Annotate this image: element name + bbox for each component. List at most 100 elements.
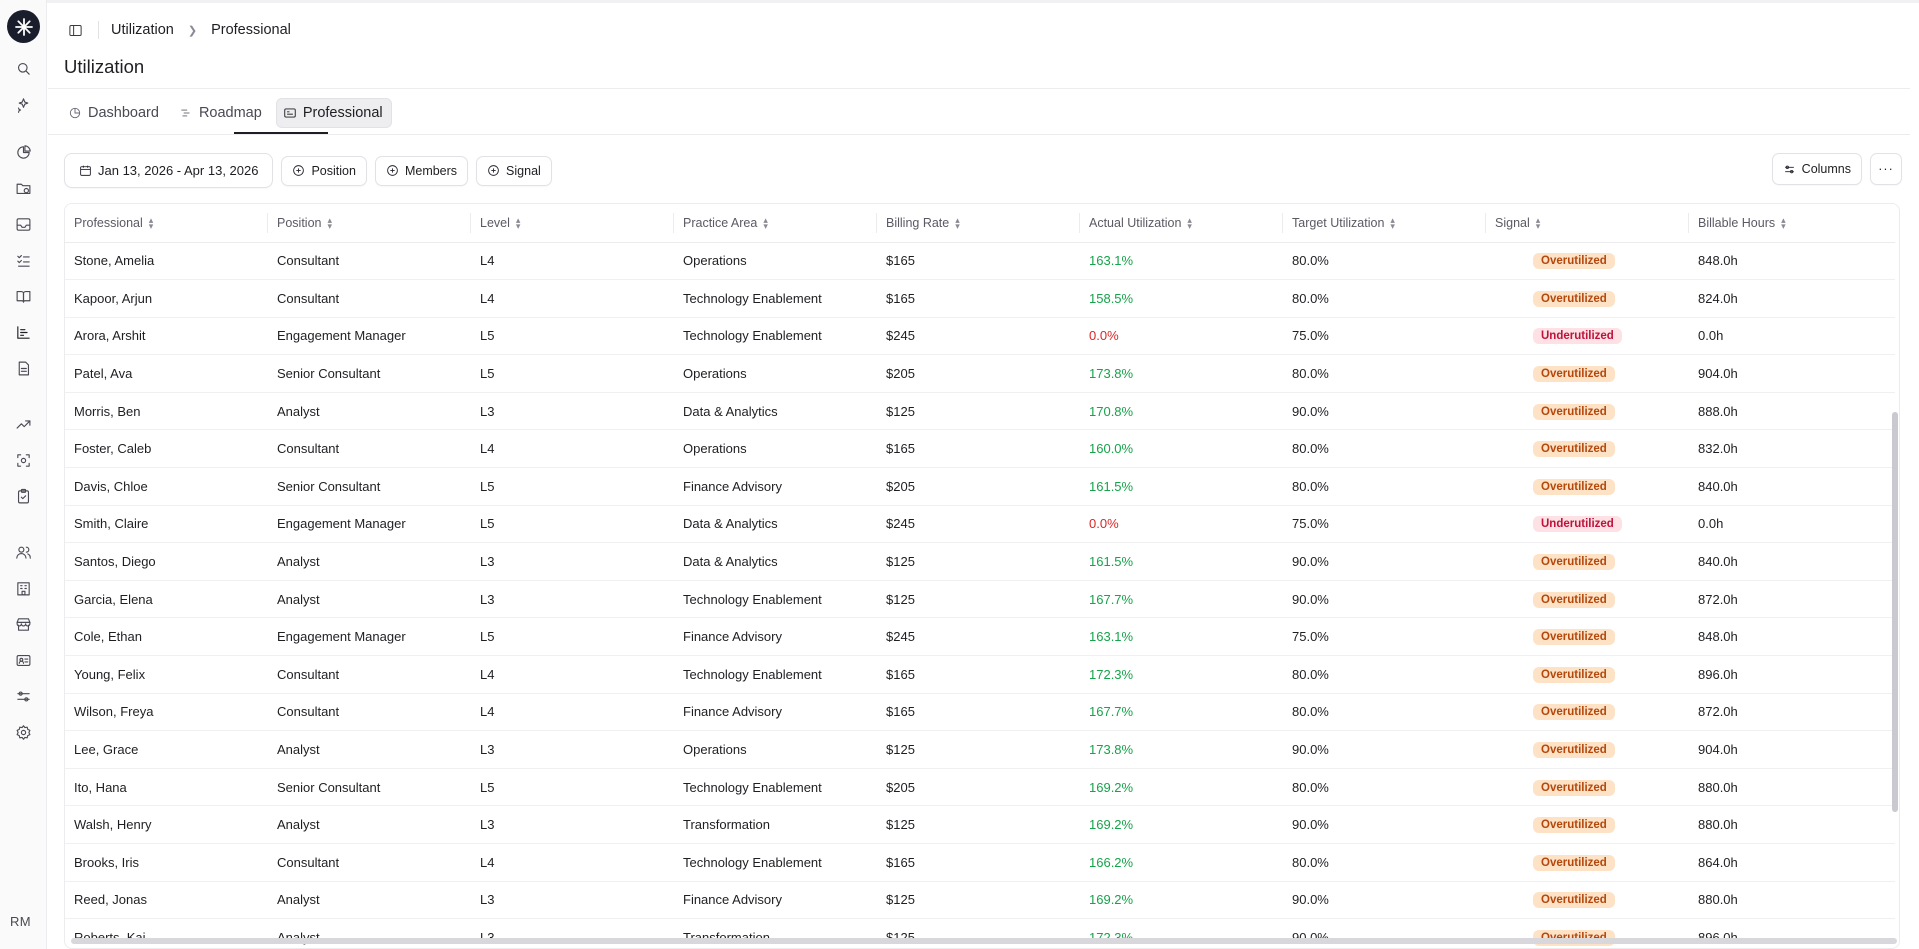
sort-icon[interactable]: ▴ ▾ — [148, 215, 154, 232]
table-row[interactable]: Foster, Caleb Consultant L4 Operations $165 1… — [65, 429, 1895, 469]
building-icon[interactable] — [12, 577, 34, 599]
horizontal-scrollbar[interactable] — [71, 938, 1897, 944]
table-cell: Walsh, Henry — [65, 805, 268, 844]
table-cell: Overutilized — [1486, 542, 1689, 581]
sort-icon[interactable]: ▴ ▾ — [327, 215, 333, 232]
table-cell: Overutilized — [1486, 693, 1689, 732]
column-header-label: Actual Utilization — [1089, 215, 1182, 230]
folder-clock-icon[interactable] — [12, 177, 34, 199]
table-row[interactable]: Reed, Jonas Analyst L3 Finance Advisory $125… — [65, 881, 1895, 920]
column-header[interactable]: Target Utilization ▴ ▾ — [1283, 204, 1486, 243]
table-cell: Overutilized — [1486, 279, 1689, 318]
table-row[interactable]: Lee, Grace Analyst L3 Operations $125 173.8% 9… — [65, 730, 1895, 769]
table-row[interactable]: Roberts, KaiAnalystL3Transformation$1251… — [65, 918, 1895, 948]
table-row[interactable]: Stone, Amelia Consultant L4 Operations $165 1… — [65, 242, 1895, 281]
column-header[interactable]: Billable Hours ▴ ▾ — [1689, 204, 1895, 243]
clipboard-check-icon[interactable] — [12, 485, 34, 507]
columns-button[interactable]: Columns — [1771, 153, 1862, 185]
scan-icon[interactable] — [12, 449, 34, 471]
table-row[interactable]: Garcia, Elena Analyst L3 Technology Enablem… — [65, 580, 1895, 619]
filter-position-button[interactable]: Position — [281, 155, 367, 186]
filter-toolbar: Jan 13, 2026 - Apr 13, 2026 Position Mem… — [64, 153, 552, 188]
table-row[interactable]: Cole, Ethan Engagement Manager L5 Finance A… — [65, 617, 1895, 657]
table-row[interactable]: Morris, Ben Analyst L3 Data & Analytics $125… — [65, 392, 1895, 431]
date-range-picker[interactable]: Jan 13, 2026 - Apr 13, 2026 — [64, 153, 274, 188]
sparkle-icon[interactable] — [12, 93, 34, 115]
table-row[interactable]: Ito, Hana Senior Consultant L5 Technology E… — [65, 768, 1895, 807]
document-icon[interactable] — [12, 357, 34, 379]
bar-chart-icon[interactable] — [12, 321, 34, 343]
table-row[interactable]: Santos, Diego Analyst L3 Data & Analytics $1… — [65, 542, 1895, 581]
table-cell: $165 — [877, 242, 1080, 281]
table-cell: 80.0% — [1283, 279, 1486, 318]
sort-icon[interactable]: ▴ ▾ — [1390, 215, 1395, 232]
trending-up-icon[interactable] — [12, 413, 34, 435]
pie-chart-icon[interactable] — [12, 141, 34, 163]
table-row[interactable]: Young, Felix Consultant L4 Technology Enabl… — [65, 655, 1895, 694]
checklist-icon[interactable] — [12, 249, 34, 271]
column-header[interactable]: Position ▴ ▾ — [268, 204, 471, 243]
app-logo[interactable] — [7, 10, 40, 43]
table-cell: 832.0h — [1689, 429, 1895, 469]
table-cell: Overutilized — [1486, 580, 1689, 619]
table-row[interactable]: Arora, Arshit Engagement Manager L5 Technol… — [65, 317, 1895, 356]
sort-icon[interactable]: ▴ ▾ — [1781, 215, 1786, 232]
column-header[interactable]: Billing Rate ▴ ▾ — [877, 204, 1080, 243]
sort-icon[interactable]: ▴ ▾ — [515, 215, 521, 232]
filter-signal-button[interactable]: Signal — [476, 155, 552, 186]
id-card-icon[interactable] — [12, 649, 34, 671]
tab-roadmap[interactable]: Roadmap — [173, 98, 270, 128]
table-cell: 872.0h — [1689, 693, 1895, 732]
column-header[interactable]: Actual Utilization ▴ ▾ — [1080, 204, 1283, 243]
table-cell: 80.0% — [1283, 242, 1486, 281]
table-cell: 80.0% — [1283, 354, 1486, 393]
table-cell: Operations — [674, 354, 877, 393]
table-cell: Senior Consultant — [268, 768, 471, 807]
status-badge: Underutilized — [1533, 328, 1622, 345]
breadcrumb-utilization[interactable]: Utilization — [111, 22, 174, 38]
table-cell: 169.2% — [1080, 768, 1283, 807]
table-row[interactable]: Kapoor, Arjun Consultant L4 Technology Enab… — [65, 279, 1895, 318]
date-range-label: Jan 13, 2026 - Apr 13, 2026 — [98, 163, 259, 178]
table-cell: $245 — [877, 505, 1080, 544]
table-row[interactable]: Wilson, Freya Consultant L4 Finance Advisor… — [65, 693, 1895, 732]
table-row[interactable]: Smith, Claire Engagement Manager L5 Data & … — [65, 505, 1895, 544]
sort-icon[interactable]: ▴ ▾ — [955, 215, 960, 232]
table-cell: 904.0h — [1689, 354, 1895, 393]
status-badge: Overutilized — [1533, 704, 1615, 721]
more-options-button[interactable]: ··· — [1870, 153, 1902, 185]
user-avatar-initials[interactable]: RM — [10, 914, 31, 929]
settings-gear-icon[interactable] — [12, 721, 34, 743]
sort-icon[interactable]: ▴ ▾ — [1187, 215, 1192, 232]
status-badge: Overutilized — [1533, 441, 1615, 458]
table-cell: 880.0h — [1689, 805, 1895, 844]
tab-dashboard[interactable]: Dashboard — [62, 98, 167, 128]
table-row[interactable]: Patel, Ava Senior Consultant L5 Operations $… — [65, 354, 1895, 393]
sidebar-toggle-icon[interactable] — [66, 21, 84, 39]
breadcrumb-professional[interactable]: Professional — [211, 22, 291, 38]
book-icon[interactable] — [12, 285, 34, 307]
column-header[interactable]: Level ▴ ▾ — [471, 204, 674, 243]
sliders-icon[interactable] — [12, 685, 34, 707]
table-cell: $165 — [877, 693, 1080, 732]
table-cell: Consultant — [268, 279, 471, 318]
sort-icon[interactable]: ▴ ▾ — [1535, 215, 1541, 232]
table-row[interactable]: Walsh, Henry Analyst L3 Transformation $125 1… — [65, 805, 1895, 844]
tab-professional[interactable]: Professional — [275, 98, 392, 128]
column-header-label: Practice Area — [683, 215, 758, 230]
inbox-icon[interactable] — [12, 213, 34, 235]
filter-members-button[interactable]: Members — [374, 155, 469, 186]
tab-label: Dashboard — [88, 105, 159, 121]
table-cell: Lee, Grace — [65, 730, 268, 769]
search-icon[interactable] — [12, 57, 34, 79]
users-icon[interactable] — [12, 541, 34, 563]
table-cell: 824.0h — [1689, 279, 1895, 318]
vertical-scrollbar[interactable] — [1892, 412, 1898, 812]
store-icon[interactable] — [12, 613, 34, 635]
column-header[interactable]: Professional ▴ ▾ — [65, 204, 268, 243]
column-header[interactable]: Signal ▴ ▾ — [1486, 204, 1689, 243]
table-row[interactable]: Brooks, Iris Consultant L4 Technology Enabl… — [65, 843, 1895, 882]
table-row[interactable]: Davis, Chloe Senior Consultant L5 Finance A… — [65, 467, 1895, 506]
sort-icon[interactable]: ▴ ▾ — [763, 215, 768, 232]
column-header[interactable]: Practice Area ▴ ▾ — [674, 204, 877, 243]
